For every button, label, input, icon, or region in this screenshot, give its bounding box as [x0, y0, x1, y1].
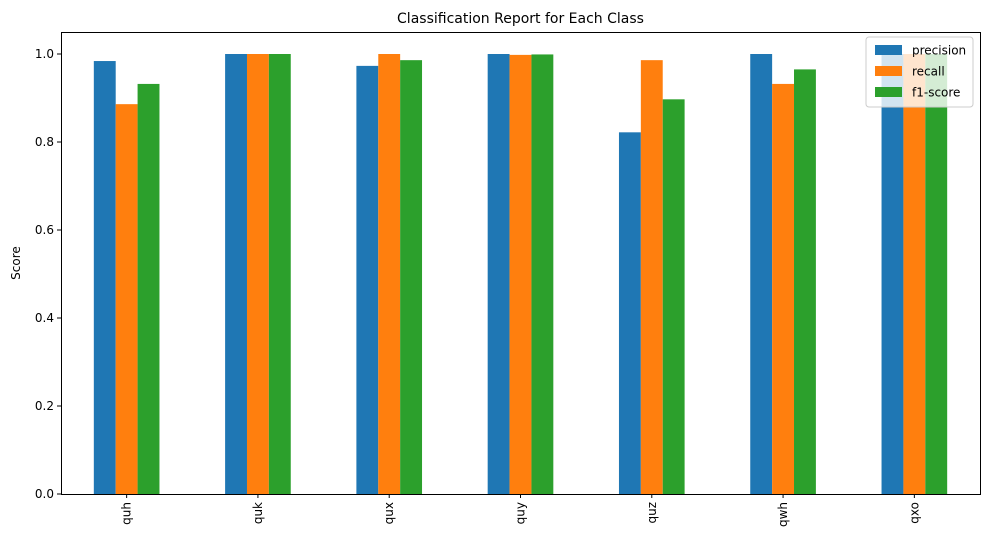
y-tick-label: 0.0	[35, 487, 54, 501]
y-tick-label: 1.0	[35, 47, 54, 61]
x-axis-ticks: quh quk qux quy quz qwh qxo	[120, 494, 921, 527]
y-tick-label: 0.6	[35, 223, 54, 237]
bar-f1-score-qux	[400, 60, 423, 494]
bar-f1-score-quh	[137, 83, 160, 495]
bar-precision-quk	[225, 54, 247, 494]
bar-precision-quh	[93, 61, 116, 494]
x-tick-label: qxo	[907, 502, 921, 524]
legend-label-recall: recall	[912, 65, 945, 79]
bar-f1-score-qwh	[794, 69, 816, 495]
bar-precision-quz	[618, 132, 641, 494]
bar-recall-quz	[640, 60, 663, 494]
bar-recall-qwh	[772, 83, 795, 495]
bar-f1-score-qxo	[925, 54, 948, 494]
bar-recall-qxo	[903, 54, 926, 494]
bar-precision-qwh	[750, 54, 773, 494]
bar-recall-quy	[509, 54, 532, 494]
y-tick-label: 0.4	[35, 311, 54, 325]
bar-recall-qux	[378, 54, 401, 494]
bar-recall-quk	[246, 54, 269, 494]
x-tick-label: qux	[382, 502, 396, 524]
bar-f1-score-quz	[662, 99, 685, 494]
x-tick-label: qwh	[776, 502, 790, 527]
bars-layer	[93, 54, 948, 495]
plot-frame	[61, 32, 981, 495]
bar-precision-quy	[487, 54, 510, 494]
legend-swatch-precision	[875, 45, 902, 55]
x-tick-label: quz	[645, 502, 659, 524]
legend: precision recall f1-score	[865, 36, 974, 108]
bar-precision-qux	[356, 65, 379, 494]
chart-title: Classification Report for Each Class	[397, 11, 644, 27]
bar-f1-score-quk	[268, 54, 291, 494]
legend-swatch-recall	[875, 66, 902, 76]
y-tick-label: 0.8	[35, 135, 54, 149]
legend-label-precision: precision	[912, 44, 966, 58]
x-tick-label: quh	[120, 502, 134, 525]
y-axis-label: Score	[9, 246, 23, 280]
legend-label-f1-score: f1-score	[912, 86, 960, 100]
x-tick-label: quy	[514, 502, 528, 524]
bar-recall-quh	[115, 104, 138, 494]
bar-precision-qxo	[881, 54, 904, 494]
bar-f1-score-quy	[531, 54, 554, 494]
y-axis-ticks: 0.0 0.2 0.4 0.6 0.8 1.0	[35, 47, 61, 501]
x-tick-label: quk	[251, 502, 265, 524]
legend-swatch-f1-score	[875, 87, 902, 97]
y-tick-label: 0.2	[35, 399, 54, 413]
